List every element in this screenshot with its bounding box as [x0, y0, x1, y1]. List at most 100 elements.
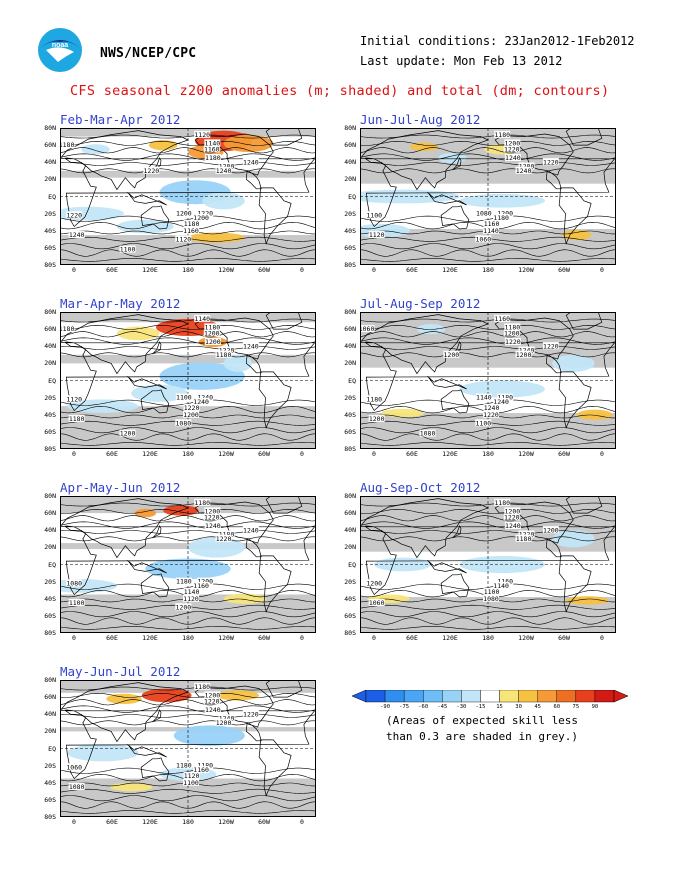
contour-label: 1180: [183, 219, 200, 228]
svg-text:1100: 1100: [176, 394, 192, 402]
lon-tick-label: 0: [600, 266, 604, 274]
contour-label: 1200: [218, 162, 235, 171]
lat-tick-label: 60N: [44, 325, 56, 334]
coastline: [440, 573, 470, 598]
height-contour: [360, 617, 616, 625]
panel-title: Jun-Jul-Aug 2012: [360, 112, 481, 127]
colorbar-tick-label: 60: [553, 704, 561, 710]
contour-label: 1120: [175, 235, 192, 243]
height-contour: [60, 521, 316, 529]
lon-tick-label: 180: [482, 634, 494, 642]
coastline: [64, 526, 316, 596]
svg-text:1060: 1060: [66, 763, 82, 771]
svg-text:1200: 1200: [205, 507, 221, 515]
contour-label: 1180: [515, 534, 532, 543]
colorbar: [352, 690, 629, 703]
height-contour: [360, 331, 616, 338]
contour-label: 1200: [204, 507, 221, 515]
contour-label: 1160: [494, 314, 511, 323]
lat-tick-label: 80S: [44, 445, 56, 453]
svg-text:1180: 1180: [194, 683, 210, 691]
svg-text:1200: 1200: [516, 351, 532, 359]
svg-text:1220: 1220: [216, 535, 232, 543]
map-frame: [60, 128, 316, 265]
svg-text:1160: 1160: [193, 582, 209, 590]
coastline: [60, 682, 189, 743]
svg-text:1240: 1240: [505, 522, 521, 530]
lon-tick-label: 180: [182, 634, 194, 642]
lon-tick-label: 180: [182, 266, 194, 274]
svg-text:1240: 1240: [205, 522, 221, 530]
svg-text:1240: 1240: [205, 706, 221, 714]
height-contour: [60, 249, 316, 257]
svg-text:1160: 1160: [497, 578, 513, 586]
lat-tick-label: 40S: [44, 778, 56, 787]
svg-text:1180: 1180: [184, 220, 200, 228]
colorbar-tick-label: 75: [572, 704, 580, 710]
svg-text:1140: 1140: [483, 227, 499, 235]
svg-text:1240: 1240: [243, 526, 259, 534]
svg-text:1200: 1200: [369, 415, 385, 423]
lat-tick-label: EQ: [348, 560, 356, 569]
svg-text:1180: 1180: [497, 394, 513, 402]
svg-text:1220: 1220: [184, 404, 200, 412]
coastline: [265, 680, 303, 698]
contour-label: 1220: [483, 410, 499, 419]
coastline: [152, 157, 162, 171]
lat-tick-label: 20N: [344, 543, 356, 552]
svg-text:1120: 1120: [184, 772, 200, 780]
lat-tick-label: 60N: [44, 693, 56, 702]
contour-label: 1060: [368, 599, 385, 607]
colorbar-tick-label: -30: [456, 704, 467, 710]
svg-text:1220: 1220: [505, 338, 521, 346]
contour-label: 1160: [203, 145, 220, 153]
panel-title: May-Jun-Jul 2012: [60, 664, 181, 679]
colorbar-swatch: [575, 690, 596, 703]
svg-text:1220: 1220: [219, 347, 235, 355]
contour-label: 1240: [204, 705, 221, 714]
contour-label: 1200: [193, 213, 210, 222]
lon-tick-label: 180: [482, 266, 494, 274]
anomaly-shading: [202, 192, 245, 210]
contour-label: 1060: [475, 235, 492, 243]
contour-label: 1200: [203, 329, 220, 337]
colorbar-swatch: [518, 690, 538, 703]
svg-text:1180: 1180: [197, 762, 213, 770]
lat-tick-label: 20N: [344, 175, 356, 184]
contour-label: 1180: [215, 350, 232, 359]
lon-tick-label: 0: [372, 266, 376, 274]
contour-label: 1200: [215, 718, 232, 727]
lon-tick-label: 180: [182, 818, 194, 826]
svg-text:1080: 1080: [66, 579, 82, 587]
contour-label: 1240: [242, 158, 259, 166]
height-contour: [360, 162, 616, 166]
svg-text:1200: 1200: [176, 603, 192, 611]
svg-text:1180: 1180: [494, 499, 510, 507]
coastline: [60, 130, 189, 191]
contour-label: 1200: [503, 329, 520, 337]
lat-tick-label: 20S: [44, 761, 56, 770]
contour-label: 1120: [368, 231, 385, 239]
contour-label: 1160: [183, 226, 199, 235]
coastline: [265, 128, 303, 146]
contour-label: 1220: [197, 209, 214, 218]
lat-tick-label: EQ: [48, 192, 56, 201]
map-frame: [360, 128, 616, 265]
coastline: [364, 158, 616, 228]
contour-label: 1220: [143, 166, 160, 175]
svg-text:1080: 1080: [176, 419, 192, 427]
coastline: [565, 496, 603, 514]
contour-label: 1200: [515, 350, 532, 359]
height-contour: [60, 346, 316, 350]
lat-tick-label: 60N: [344, 509, 356, 518]
lat-tick-label: EQ: [348, 376, 356, 385]
lat-tick-label: 40S: [44, 594, 56, 603]
lat-tick-label: 40N: [44, 342, 56, 351]
low-skill-area: [60, 128, 316, 137]
svg-text:1200: 1200: [519, 163, 535, 171]
contour-label: 1140: [204, 139, 221, 147]
contour-label: 1140: [183, 587, 200, 596]
anomaly-shading: [438, 152, 467, 164]
lon-tick-label: 60E: [406, 450, 418, 458]
svg-text:1200: 1200: [504, 329, 520, 337]
